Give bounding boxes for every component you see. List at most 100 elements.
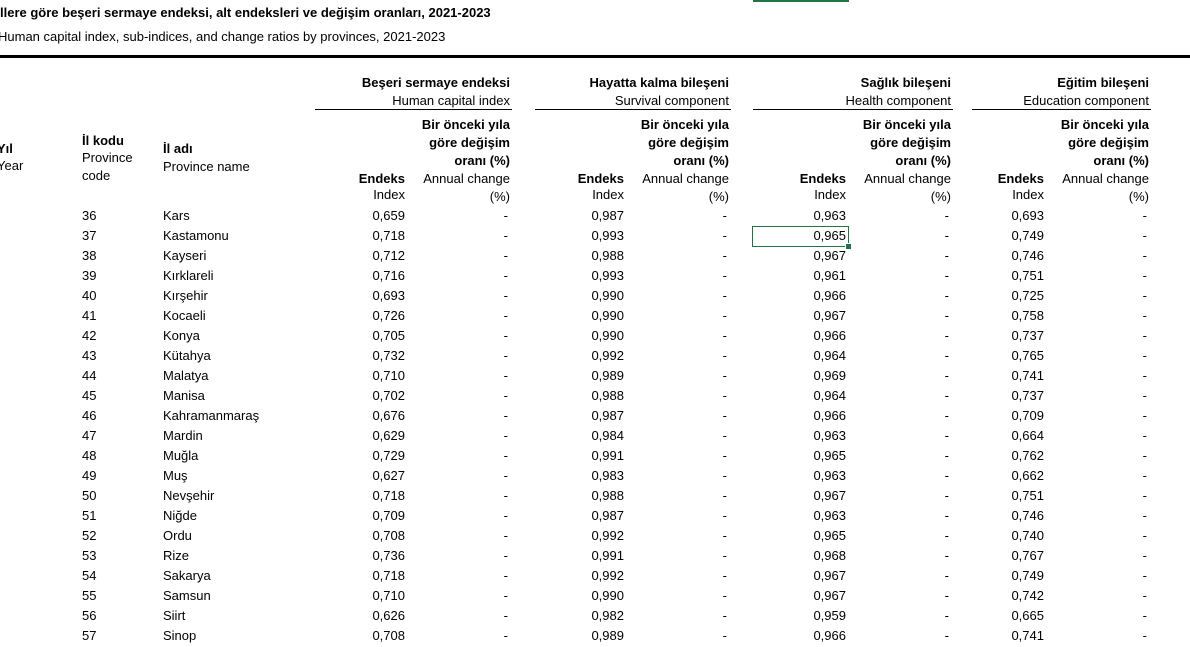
change-cell: - (722, 248, 727, 263)
change-cell: - (722, 388, 727, 403)
change-cell: - (944, 288, 949, 303)
index-cell: 0,712 (372, 248, 405, 263)
index-header-en: Index (592, 187, 624, 202)
index-cell: 0,716 (372, 268, 405, 283)
province-name: Kırşehir (163, 288, 208, 303)
province-name: Muş (163, 468, 188, 483)
year-header: Yıl (0, 141, 13, 156)
index-cell: 0,718 (372, 488, 405, 503)
change-cell: - (944, 348, 949, 363)
group-header: Sağlık bileşeni (860, 75, 951, 90)
index-cell: 0,963 (813, 508, 846, 523)
header-rule (0, 55, 1190, 58)
index-header-en: Index (1012, 187, 1044, 202)
province-name: Siirt (163, 608, 186, 623)
change-cell: - (1142, 608, 1147, 623)
change-header-en: Annual change (%) (1062, 171, 1149, 204)
province-code: 41 (82, 308, 97, 323)
change-cell: - (944, 228, 949, 243)
province-code: 38 (82, 248, 97, 263)
change-cell: - (944, 628, 949, 643)
change-cell: - (722, 228, 727, 243)
province-code: 49 (82, 468, 97, 483)
index-cell: 0,710 (372, 588, 405, 603)
province-code: 53 (82, 548, 97, 563)
province-name: Kahramanmaraş (163, 408, 260, 423)
change-cell: - (722, 288, 727, 303)
index-cell: 0,990 (591, 328, 624, 343)
province-code: 42 (82, 328, 97, 343)
index-cell: 0,967 (813, 248, 846, 263)
index-cell: 0,967 (813, 568, 846, 583)
change-header: Bir önceki yıla göre değişim oranı (%) (1060, 117, 1149, 168)
index-cell: 0,659 (372, 208, 405, 223)
index-cell: 0,964 (813, 348, 846, 363)
change-cell: - (1142, 348, 1147, 363)
index-cell: 0,966 (813, 288, 846, 303)
change-cell: - (944, 608, 949, 623)
code-header-en: Province code (82, 150, 133, 183)
change-cell: - (722, 448, 727, 463)
change-cell: - (1142, 428, 1147, 443)
province-code: 45 (82, 388, 97, 403)
index-cell: 0,990 (591, 588, 624, 603)
change-cell: - (503, 628, 508, 643)
index-cell: 0,740 (1011, 528, 1044, 543)
province-code: 56 (82, 608, 97, 623)
change-cell: - (1142, 268, 1147, 283)
selected-cell[interactable] (752, 226, 849, 247)
province-code: 39 (82, 268, 97, 283)
index-cell: 0,705 (372, 328, 405, 343)
change-header-en: Annual change (%) (642, 171, 729, 204)
change-cell: - (503, 608, 508, 623)
index-cell: 0,989 (591, 368, 624, 383)
change-cell: - (722, 308, 727, 323)
change-cell: - (1142, 368, 1147, 383)
change-cell: - (722, 268, 727, 283)
group-header-en: Human capital index (392, 93, 510, 108)
change-cell: - (944, 368, 949, 383)
group-header-en: Survival component (614, 93, 729, 108)
province-name: Kastamonu (163, 228, 229, 243)
index-cell: 0,710 (372, 368, 405, 383)
index-cell: 0,991 (591, 548, 624, 563)
index-cell: 0,693 (1011, 208, 1044, 223)
province-code: 51 (82, 508, 97, 523)
index-cell: 0,626 (372, 608, 405, 623)
index-cell: 0,725 (1011, 288, 1044, 303)
change-cell: - (1142, 448, 1147, 463)
code-header: İl kodu (82, 133, 124, 148)
province-name: Ordu (163, 528, 192, 543)
province-name: Manisa (163, 388, 205, 403)
change-header: Bir önceki yıla göre değişim oranı (%) (862, 117, 951, 168)
group-header-en: Education component (1023, 93, 1149, 108)
province-name: Kars (163, 208, 190, 223)
name-header: İl adı (163, 141, 193, 156)
change-cell: - (722, 488, 727, 503)
change-cell: - (503, 428, 508, 443)
index-cell: 0,693 (372, 288, 405, 303)
change-cell: - (722, 368, 727, 383)
index-header: Endeks (799, 171, 846, 186)
index-cell: 0,967 (813, 308, 846, 323)
change-cell: - (944, 488, 949, 503)
index-cell: 0,702 (372, 388, 405, 403)
index-cell: 0,967 (813, 488, 846, 503)
province-name: Kırklareli (163, 268, 214, 283)
change-cell: - (1142, 528, 1147, 543)
change-cell: - (944, 268, 949, 283)
fill-handle[interactable] (845, 243, 852, 250)
change-cell: - (1142, 468, 1147, 483)
group-underline (315, 109, 512, 110)
province-name: Niğde (163, 508, 197, 523)
change-cell: - (1142, 548, 1147, 563)
index-cell: 0,676 (372, 408, 405, 423)
change-cell: - (722, 508, 727, 523)
index-cell: 0,746 (1011, 508, 1044, 523)
change-cell: - (944, 408, 949, 423)
province-name: Sinop (163, 628, 197, 643)
subtitle: Human capital index, sub-indices, and ch… (0, 29, 446, 44)
change-cell: - (1142, 328, 1147, 343)
change-cell: - (944, 208, 949, 223)
